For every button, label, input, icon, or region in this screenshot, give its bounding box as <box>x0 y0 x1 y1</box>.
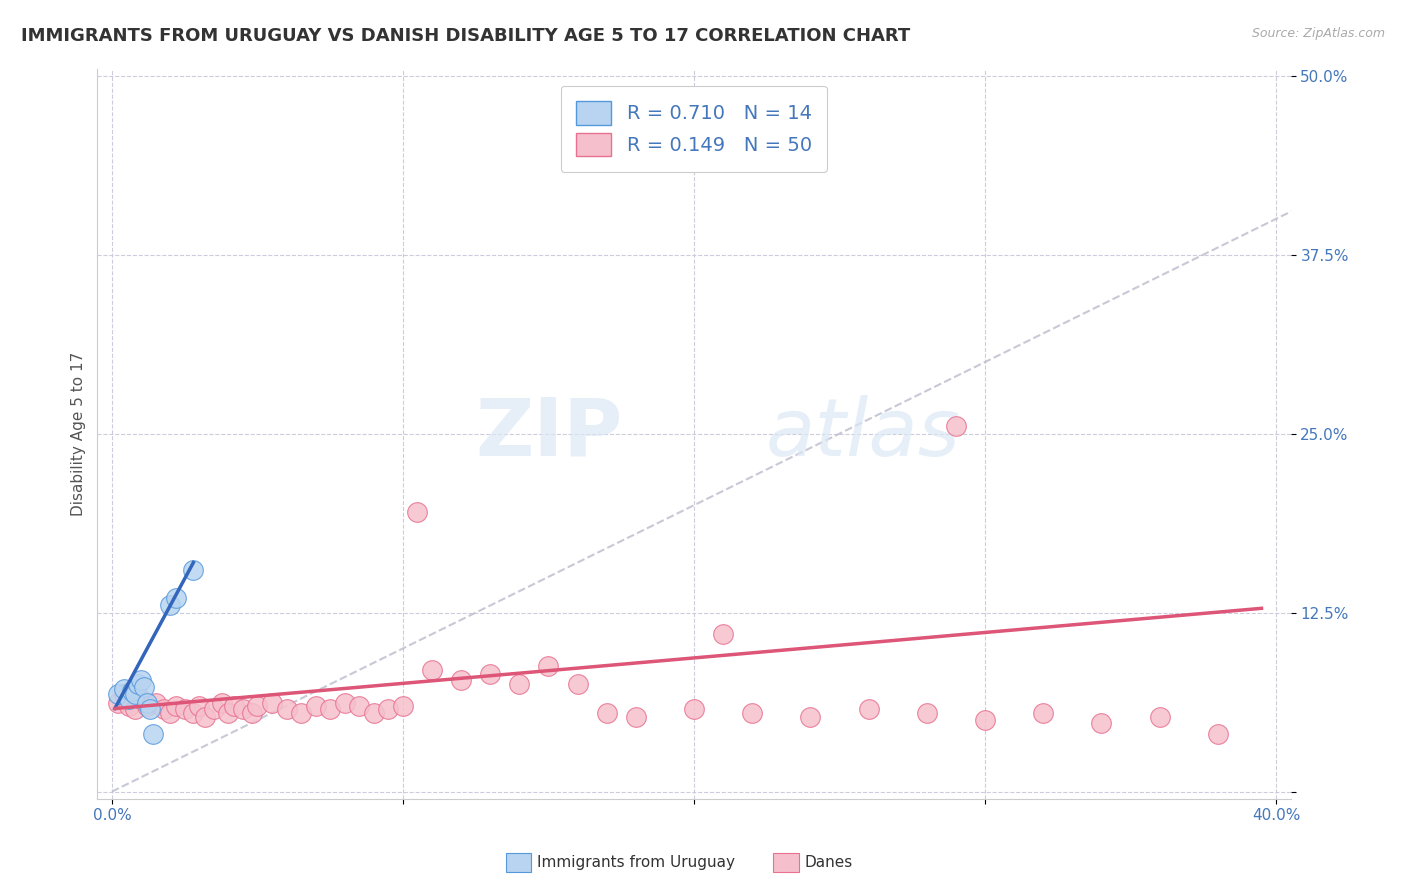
Point <box>624 710 647 724</box>
Point <box>240 706 263 720</box>
Point <box>711 627 734 641</box>
Point <box>165 591 187 606</box>
Point <box>159 706 181 720</box>
Point <box>915 706 938 720</box>
Point <box>121 684 143 698</box>
Point <box>595 706 617 720</box>
Point <box>129 691 152 706</box>
Text: Source: ZipAtlas.com: Source: ZipAtlas.com <box>1251 27 1385 40</box>
Point <box>319 701 342 715</box>
Point <box>479 667 502 681</box>
Point <box>1149 710 1171 724</box>
Point <box>142 727 165 741</box>
Point <box>107 696 129 710</box>
Point <box>217 706 239 720</box>
Point <box>349 698 371 713</box>
Point <box>858 701 880 715</box>
Point <box>567 677 589 691</box>
Point <box>290 706 312 720</box>
Point <box>1206 727 1229 741</box>
Point <box>188 698 211 713</box>
Point <box>165 698 187 713</box>
Point <box>107 687 129 701</box>
Point <box>1032 706 1054 720</box>
Point <box>194 710 217 724</box>
Point <box>537 658 560 673</box>
Point <box>799 710 821 724</box>
Point <box>211 696 233 710</box>
Point <box>202 701 225 715</box>
Point <box>945 419 967 434</box>
Point <box>145 696 167 710</box>
Point <box>260 696 283 710</box>
Point <box>304 698 326 713</box>
Point <box>224 698 246 713</box>
Text: atlas: atlas <box>766 394 960 473</box>
Point <box>127 677 149 691</box>
Point <box>363 706 385 720</box>
Point <box>741 706 763 720</box>
Point <box>138 701 160 715</box>
Text: IMMIGRANTS FROM URUGUAY VS DANISH DISABILITY AGE 5 TO 17 CORRELATION CHART: IMMIGRANTS FROM URUGUAY VS DANISH DISABI… <box>21 27 910 45</box>
Text: Danes: Danes <box>804 855 852 870</box>
Point <box>392 698 415 713</box>
Point <box>173 701 195 715</box>
Point <box>1090 715 1112 730</box>
Point <box>333 696 356 710</box>
Point <box>124 687 146 701</box>
Point <box>112 687 135 701</box>
Point <box>276 701 298 715</box>
Point <box>683 701 706 715</box>
Point <box>183 706 205 720</box>
Text: ZIP: ZIP <box>475 394 623 473</box>
Point <box>129 673 152 687</box>
Point <box>508 677 530 691</box>
Y-axis label: Disability Age 5 to 17: Disability Age 5 to 17 <box>72 351 86 516</box>
Point <box>132 680 155 694</box>
Point <box>183 563 205 577</box>
Point <box>118 691 141 706</box>
Point <box>406 505 429 519</box>
Point <box>974 713 997 727</box>
Point <box>377 701 399 715</box>
Point <box>124 701 146 715</box>
Point <box>420 663 443 677</box>
Point <box>450 673 472 687</box>
Point <box>135 698 157 713</box>
Legend: R = 0.710   N = 14, R = 0.149   N = 50: R = 0.710 N = 14, R = 0.149 N = 50 <box>561 86 827 172</box>
Point <box>232 701 254 715</box>
Point <box>246 698 269 713</box>
Point <box>135 696 157 710</box>
Text: Immigrants from Uruguay: Immigrants from Uruguay <box>537 855 735 870</box>
Point <box>153 701 176 715</box>
Point <box>112 681 135 696</box>
Point <box>118 698 141 713</box>
Point <box>159 599 181 613</box>
